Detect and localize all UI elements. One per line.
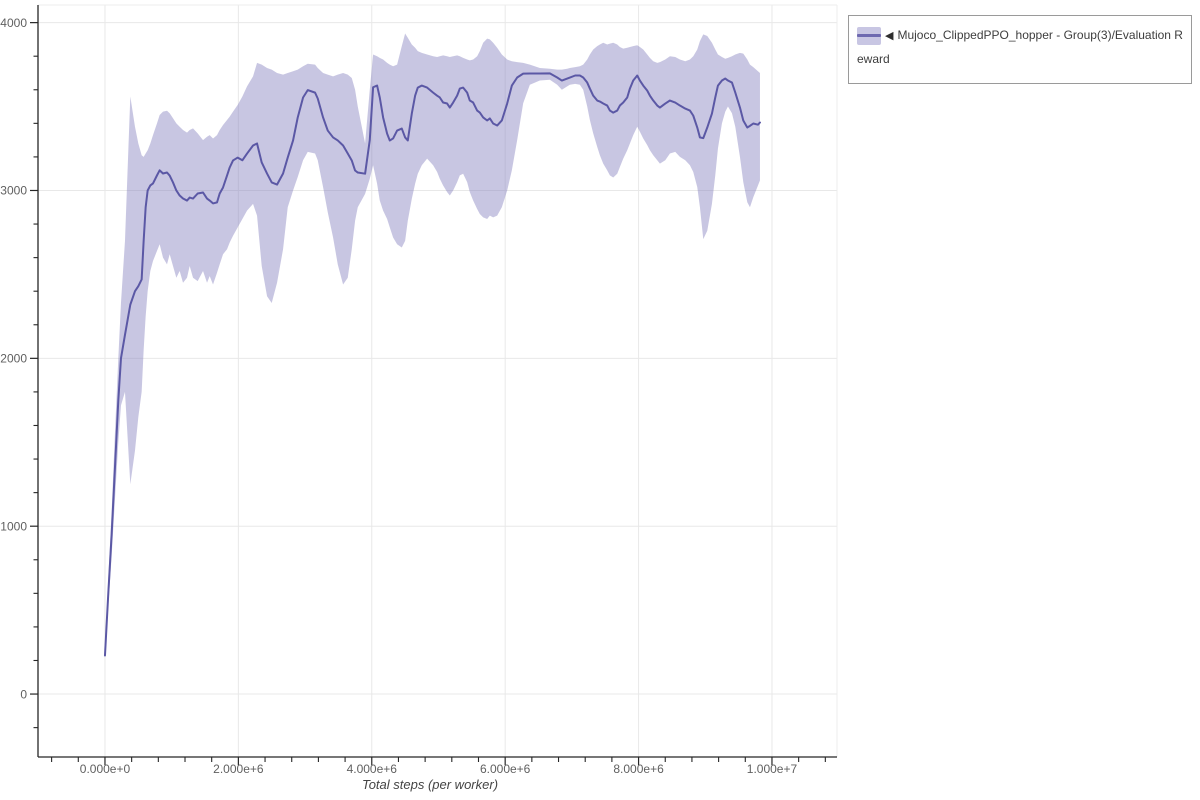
axes — [37, 5, 837, 758]
plot-area[interactable] — [38, 5, 837, 757]
legend-series-swatch-icon — [857, 27, 881, 45]
svg-text:3000: 3000 — [0, 184, 27, 198]
svg-text:0: 0 — [20, 687, 27, 701]
legend-entry[interactable]: ◀ Mujoco_ClippedPPO_hopper - Group(3)/Eva… — [857, 28, 1183, 66]
legend[interactable]: ◀ Mujoco_ClippedPPO_hopper - Group(3)/Eva… — [848, 15, 1192, 84]
gridlines — [38, 5, 837, 757]
y-tick-labels: 0 1000 2000 3000 4000 — [0, 16, 27, 701]
svg-text:4000: 4000 — [0, 16, 27, 30]
legend-series-line-icon — [857, 34, 881, 37]
svg-text:1.000e+7: 1.000e+7 — [747, 762, 798, 776]
x-tick-labels: 0.000e+0 2.000e+6 4.000e+6 6.000e+6 8.000e+6… — [80, 762, 798, 776]
svg-text:0.000e+0: 0.000e+0 — [80, 762, 131, 776]
svg-text:Total steps (per worker): Total steps (per worker) — [362, 777, 498, 792]
mean-line — [103, 72, 761, 657]
x-axis-ticks — [51, 757, 826, 765]
svg-text:2.000e+6: 2.000e+6 — [213, 762, 264, 776]
confidence-band — [104, 33, 760, 658]
legend-series-label: Mujoco_ClippedPPO_hopper - Group(3)/Eval… — [857, 28, 1183, 66]
legend-collapse-icon[interactable]: ◀ — [885, 30, 894, 42]
svg-text:8.000e+6: 8.000e+6 — [613, 762, 664, 776]
y-axis-ticks — [30, 22, 38, 729]
svg-text:1000: 1000 — [0, 519, 27, 533]
svg-text:4.000e+6: 4.000e+6 — [347, 762, 398, 776]
svg-text:6.000e+6: 6.000e+6 — [480, 762, 531, 776]
x-axis-title: Total steps (per worker) — [362, 777, 498, 792]
plot-frame — [38, 4, 838, 757]
svg-text:2000: 2000 — [0, 352, 27, 366]
